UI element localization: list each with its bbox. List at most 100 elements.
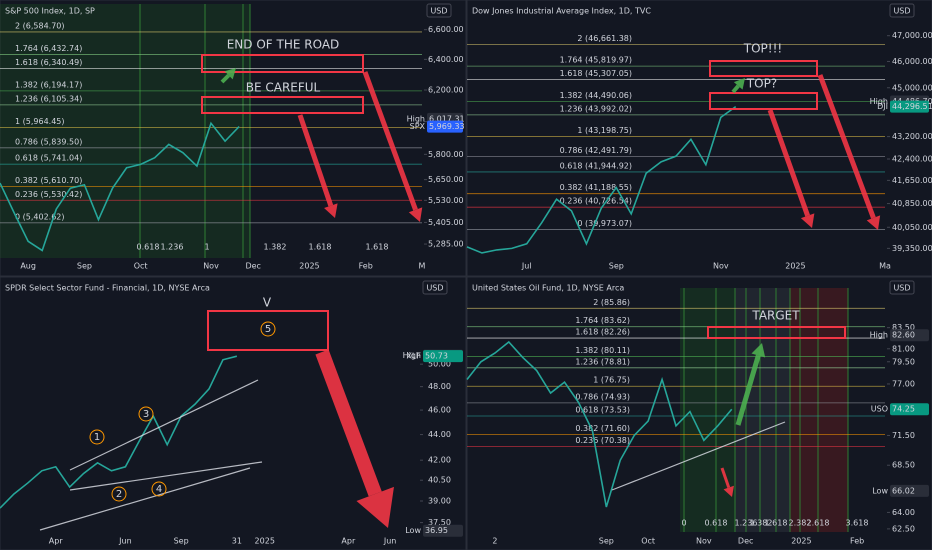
fib-label: 1.236 (43,992.02) <box>560 104 632 113</box>
y-tick-label: 40,850.00 <box>892 199 932 208</box>
panel <box>466 0 932 277</box>
price-tag-label: 6,017.31 <box>429 114 465 123</box>
panel <box>466 276 932 550</box>
price-tag <box>890 403 929 416</box>
y-tick-label: 81.00 <box>892 344 915 353</box>
y-tick-label: 62.50 <box>892 524 915 533</box>
price-tag-name: USO <box>871 405 888 414</box>
fib-label: 1.764 (45,819.97) <box>560 56 632 65</box>
fib-label: 0.618 (5,741.04) <box>15 154 82 163</box>
time-fib-label: 2.618 <box>807 519 830 528</box>
arrow-head <box>224 68 236 80</box>
price-tag-name: Low <box>872 486 888 495</box>
time-fib-label: 0 <box>681 519 686 528</box>
y-tick-label: 40,050.00 <box>892 223 932 232</box>
x-tick-label: Oct <box>134 262 148 271</box>
price-tag-label: 50.73 <box>425 352 448 361</box>
fib-label: 1 (76.75) <box>593 376 630 385</box>
x-tick-label: Oct <box>641 537 655 546</box>
chart-title: Dow Jones Industrial Average Index, 1D, … <box>472 7 651 16</box>
currency-box <box>889 3 915 18</box>
wave-circle <box>260 321 276 337</box>
y-tick-label: 39,350.00 <box>892 244 932 253</box>
x-tick-label: Apr <box>341 537 356 546</box>
price-tag-label: 36.95 <box>425 526 448 535</box>
fib-label: 1.236 (78.81) <box>575 357 630 366</box>
annotation: TARGET <box>751 309 800 323</box>
fib-label: 2 (85.86) <box>593 298 630 307</box>
arrow-shaft <box>297 114 334 207</box>
x-tick-label: Dec <box>738 537 753 546</box>
y-tick-label: 42,400.00 <box>892 155 932 164</box>
fib-label: 2 (6,584.70) <box>15 21 65 30</box>
currency-box <box>422 280 448 295</box>
x-tick-label: Sep <box>599 537 614 546</box>
fib-label: 0.236 (5,530.42) <box>15 190 82 199</box>
chart-title: SPDR Select Sector Fund - Financial, 1D,… <box>5 284 210 293</box>
x-tick-label: Sep <box>77 262 92 271</box>
annotation-box <box>709 92 818 110</box>
fib-label: 0.382 (5,610.70) <box>15 176 82 185</box>
fib-label: 0.786 (42,491.79) <box>560 146 632 155</box>
arrow-shaft <box>362 71 418 211</box>
x-tick-label: Dec <box>245 262 260 271</box>
y-tick-label: 68.50 <box>892 461 915 470</box>
price-tag-label: 74.25 <box>892 405 915 414</box>
arrow-shaft <box>315 349 382 497</box>
y-tick-label: 64.00 <box>892 508 915 517</box>
fib-label: 1.382 (44,490.06) <box>560 91 632 100</box>
y-tick-label: 5,405.00 <box>428 218 464 227</box>
time-fib-label: 1.618 <box>366 243 389 252</box>
time-fib-label: 3.618 <box>846 519 869 528</box>
annotation-box <box>201 96 364 114</box>
y-tick-label: 48.00 <box>428 382 451 391</box>
price-tag-name: High <box>407 114 425 123</box>
price-line <box>0 121 240 252</box>
x-tick-label: Sep <box>174 537 189 546</box>
y-tick-label: 6,200.00 <box>428 86 464 95</box>
x-tick-label: 2025 <box>299 262 319 271</box>
x-tick-label: Nov <box>203 262 219 271</box>
axis-bg <box>888 1 931 275</box>
price-tag-name: High <box>870 331 888 340</box>
fib-label: 1.764 (6,432.74) <box>15 44 82 53</box>
x-tick-label: Nov <box>713 262 729 271</box>
x-tick-label: Jun <box>118 537 132 546</box>
time-fib-label: 1.236 <box>161 243 184 252</box>
x-tick-label: Jul <box>521 262 532 271</box>
price-tag-name: XLF <box>406 352 421 361</box>
arrow-head <box>408 207 423 222</box>
currency: USD <box>426 284 443 293</box>
x-tick-label: Nov <box>696 537 712 546</box>
fib-label: 1 (5,964.45) <box>15 117 65 126</box>
price-line <box>466 340 733 508</box>
currency: USD <box>430 7 447 16</box>
time-fib-label: 1.382 <box>264 243 287 252</box>
fib-label: 1.618 (45,307.05) <box>560 69 632 78</box>
annotation: V <box>263 296 272 310</box>
price-tag-label: 82.60 <box>892 331 915 340</box>
annotation: 2 <box>116 489 122 500</box>
price-tag-label: 5,969.33 <box>429 122 465 131</box>
x-tick-label: Aug <box>20 262 36 271</box>
price-tag <box>890 329 929 342</box>
y-tick-label: 5,650.00 <box>428 175 464 184</box>
chart-title: United States Oil Fund, 1D, NYSE Arca <box>472 284 624 293</box>
y-tick-label: 41,650.00 <box>892 176 932 185</box>
fib-label: 0.236 (40,726.54) <box>560 197 632 206</box>
y-tick-label: 44.00 <box>428 430 451 439</box>
panel <box>0 276 467 550</box>
fib-label: 0 (5,402.62) <box>15 212 65 221</box>
y-tick-label: 77.00 <box>892 379 915 388</box>
y-tick-label: 6,400.00 <box>428 55 464 64</box>
y-tick-label: 71.50 <box>892 431 915 440</box>
price-line <box>0 355 238 509</box>
x-tick-label: 31 <box>232 537 242 546</box>
annotation: END OF THE ROAD <box>227 38 340 52</box>
annotation-box <box>207 310 329 351</box>
y-tick-label: 45,000.00 <box>892 83 932 92</box>
annotation: 5 <box>265 324 271 335</box>
time-fib-label: 1.236 <box>735 519 758 528</box>
annotation: TOP? <box>746 77 777 91</box>
annotation: 3 <box>143 409 149 420</box>
